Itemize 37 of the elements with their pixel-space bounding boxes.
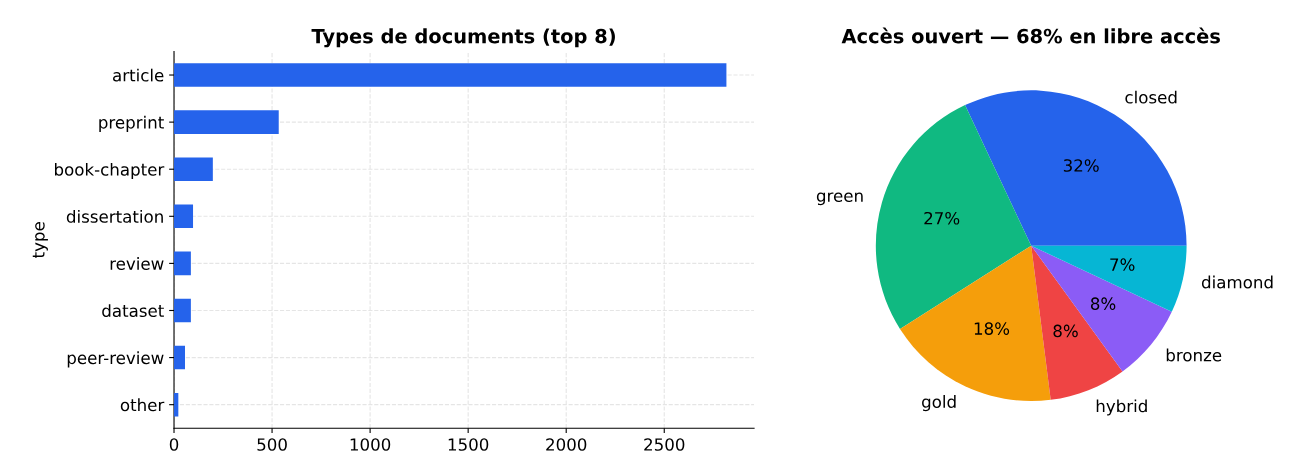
y-tick-label: article (113, 68, 164, 82)
slice-label: diamond (1201, 275, 1273, 289)
pie-slice (965, 90, 1187, 246)
y-tick-label: other (120, 398, 165, 412)
y-axis-title: type (32, 222, 48, 259)
y-tick-label: book-chapter (55, 162, 165, 180)
data-label: 18% (974, 322, 1010, 335)
y-tick-label: preprint (99, 115, 164, 132)
x-tick-label: 2000 (546, 438, 587, 451)
y-tick-label: dissertation (66, 209, 163, 223)
chart-title: Accès ouvert — 68% en libre accès (841, 27, 1220, 44)
x-tick-label: 2500 (644, 438, 685, 451)
y-tick-label: dataset (102, 304, 164, 318)
slice-label: gold (922, 395, 956, 412)
y-tick-label: review (110, 257, 164, 270)
x-tick-label: 1500 (448, 438, 489, 451)
data-label: 8% (1090, 297, 1116, 310)
data-label: 32% (1063, 159, 1099, 172)
chart-title: Types de documents (top 8) (311, 28, 615, 48)
bar (174, 63, 727, 87)
pie-slice (1031, 245, 1187, 312)
x-tick-label: 500 (257, 438, 287, 451)
data-label: 27% (924, 211, 960, 225)
slice-label: hybrid (1096, 399, 1147, 416)
x-tick-label: 1000 (350, 438, 391, 451)
y-tick-label: peer-review (67, 351, 164, 368)
x-tick-label: 0 (169, 438, 179, 451)
data-label: 8% (1053, 324, 1078, 338)
data-label: 7% (1110, 258, 1135, 271)
bar (174, 298, 191, 323)
slice-label: closed (1125, 90, 1177, 104)
bar (174, 204, 194, 229)
bar (174, 157, 213, 181)
slice-label: bronze (1166, 348, 1222, 362)
slice-label: green (816, 192, 863, 206)
bar (174, 251, 191, 276)
bar (174, 110, 279, 134)
